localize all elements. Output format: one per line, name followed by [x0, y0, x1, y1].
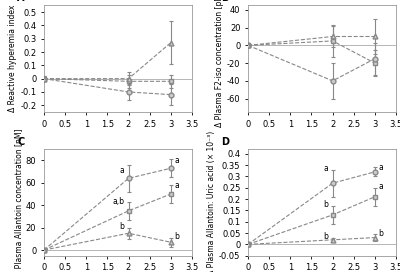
Text: b: b — [120, 222, 124, 231]
Y-axis label: Δ Reactive hyperemia index: Δ Reactive hyperemia index — [8, 5, 18, 112]
Y-axis label: Δ Plasma F2-iso concentration [pM]: Δ Plasma F2-iso concentration [pM] — [215, 0, 224, 127]
Y-axis label: Δ Plasma Allantoin: Uric acid (× 10⁻³): Δ Plasma Allantoin: Uric acid (× 10⁻³) — [207, 130, 216, 272]
Text: a: a — [174, 156, 179, 165]
Text: A: A — [17, 0, 25, 3]
Text: b: b — [174, 232, 179, 241]
Text: a: a — [378, 163, 383, 172]
Text: D: D — [222, 137, 230, 147]
Text: a: a — [378, 182, 383, 191]
Text: b: b — [324, 232, 328, 241]
Text: B: B — [222, 0, 229, 3]
Text: b: b — [324, 200, 328, 209]
Text: a: a — [120, 166, 124, 175]
Text: a: a — [324, 164, 328, 173]
Text: a,b: a,b — [112, 197, 124, 206]
Y-axis label: Δ Plasma Allantoin concentration [nM]: Δ Plasma Allantoin concentration [nM] — [14, 129, 23, 272]
Text: C: C — [17, 137, 25, 147]
Text: a: a — [174, 181, 179, 190]
Text: b: b — [378, 228, 383, 237]
